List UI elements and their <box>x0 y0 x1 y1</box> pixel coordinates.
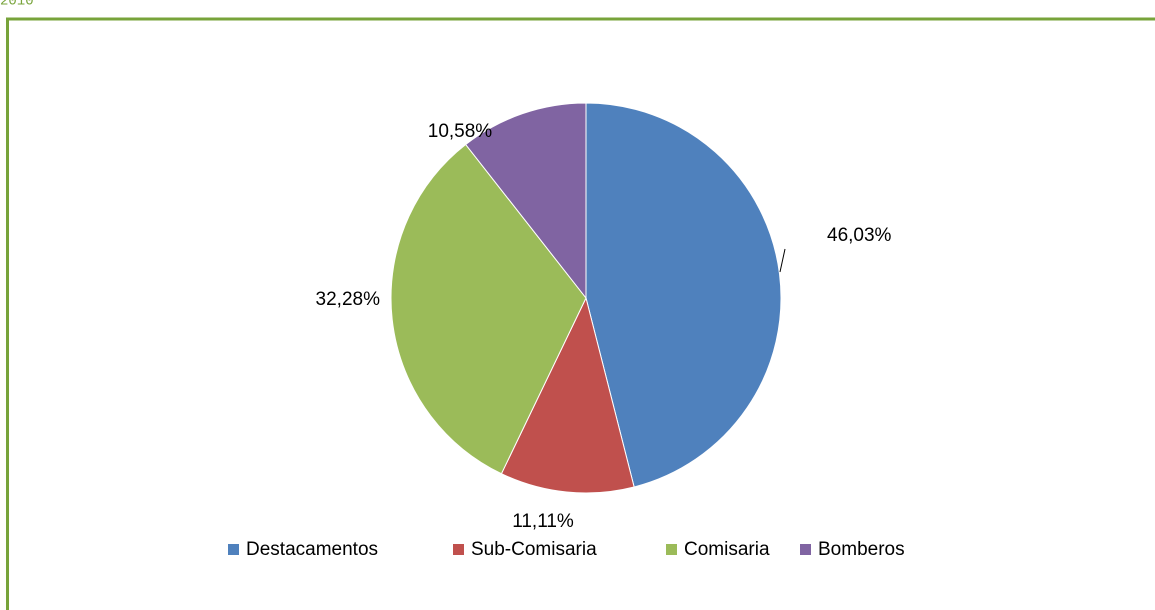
legend-swatch <box>666 544 677 555</box>
pie-slice <box>585 102 782 488</box>
legend-swatch <box>800 544 811 555</box>
legend-label: Destacamentos <box>246 539 378 560</box>
pie-slice <box>500 296 635 494</box>
legend-swatch <box>453 544 464 555</box>
legend-swatch <box>228 544 239 555</box>
data-label: 32,28% <box>316 289 381 310</box>
data-label: 10,58% <box>428 121 493 142</box>
leader-line <box>779 248 786 273</box>
data-label: 11,11% <box>512 511 574 532</box>
pie-slice <box>465 102 587 300</box>
legend-label: Sub-Comisaria <box>471 539 597 560</box>
legend-label: Bomberos <box>818 539 905 560</box>
pie-slice <box>390 143 587 475</box>
data-label: 46,03% <box>827 225 892 246</box>
page-caption: 2010 <box>0 0 34 10</box>
legend-label: Comisaria <box>684 539 770 560</box>
